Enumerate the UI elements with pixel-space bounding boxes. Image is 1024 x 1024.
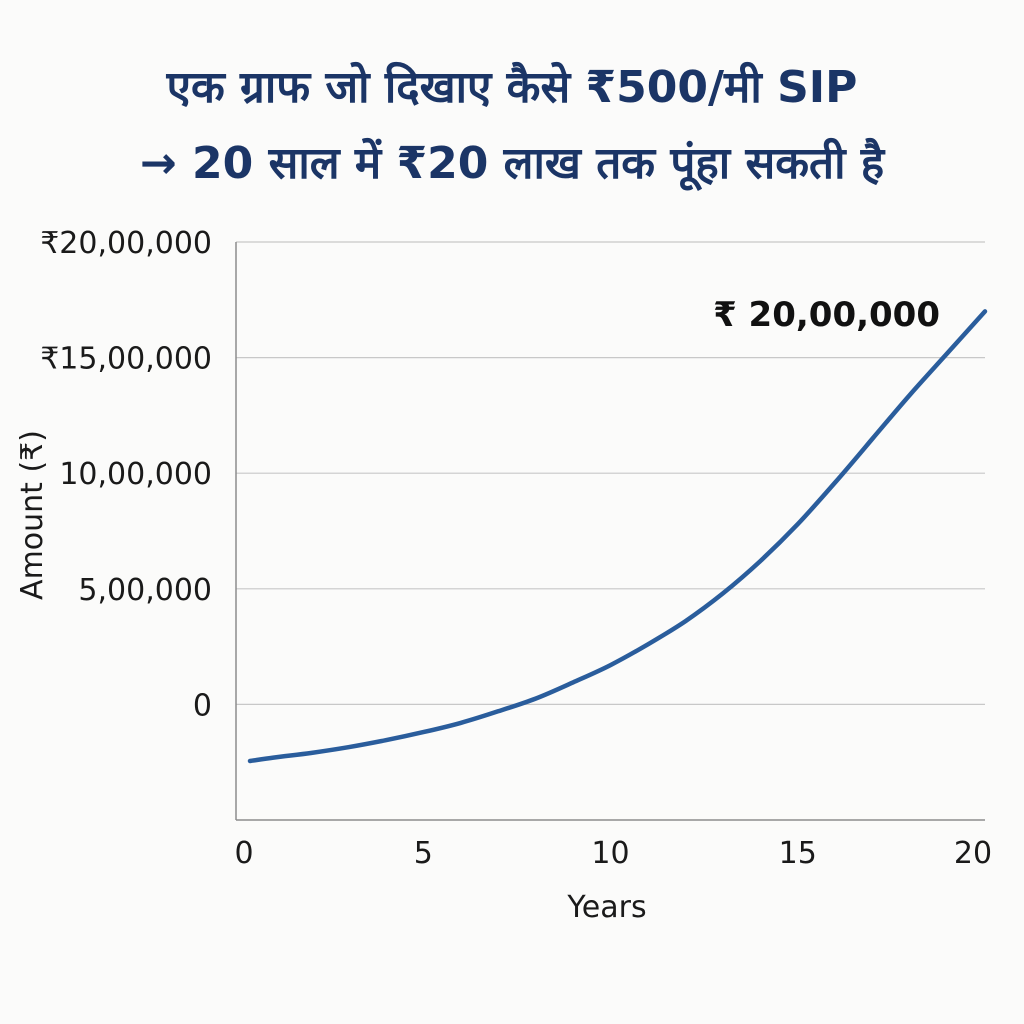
y-tick-label-0: 0 xyxy=(193,688,212,723)
series-line-0 xyxy=(247,309,988,764)
y-tick-label-2: 10,00,000 xyxy=(59,457,212,492)
chart-title-line-2: → 20 साल में ₹20 लाख तक पूंहा सकती है xyxy=(139,138,885,189)
axes xyxy=(235,242,985,821)
end-value-annotation: ₹ 20,00,000 xyxy=(713,295,940,335)
x-tick-label-0: 0 xyxy=(234,836,253,871)
x-tick-labels: 0 5 10 15 20 xyxy=(234,836,992,871)
x-axis-label: Years xyxy=(566,890,646,925)
x-tick-label-4: 20 xyxy=(954,836,992,871)
y-axis-label: Amount (₹) xyxy=(15,430,50,600)
x-tick-label-1: 5 xyxy=(414,836,433,871)
chart-title-line-1: एक ग्राफ जो दिखाए कैसे ₹500/मी SIP xyxy=(166,62,858,113)
x-tick-label-2: 10 xyxy=(591,836,629,871)
y-tick-label-1: 5,00,000 xyxy=(78,573,212,608)
y-tick-label-4: ₹20,00,000 xyxy=(40,226,212,261)
y-tick-labels: 0 5,00,000 10,00,000 ₹15,00,000 ₹20,00,000 xyxy=(40,226,212,723)
grid-lines xyxy=(236,241,985,706)
x-tick-label-3: 15 xyxy=(779,836,817,871)
series-layer xyxy=(247,309,988,764)
chart-title: एक ग्राफ जो दिखाए कैसे ₹500/मी SIP → 20 … xyxy=(0,50,1024,202)
y-tick-label-3: ₹15,00,000 xyxy=(40,342,212,377)
